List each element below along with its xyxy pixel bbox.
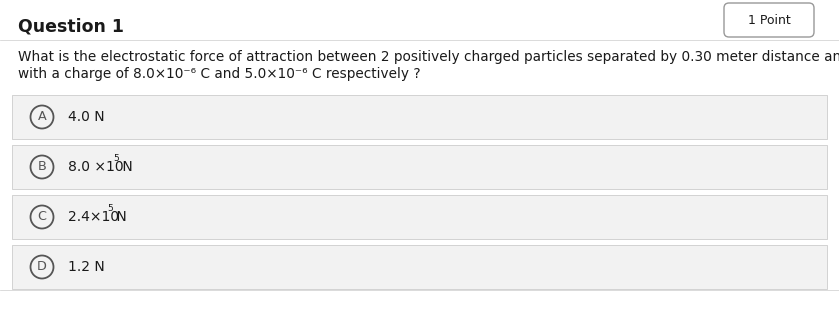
Text: What is the electrostatic force of attraction between 2 positively charged parti: What is the electrostatic force of attra… xyxy=(18,50,839,64)
Text: 1 Point: 1 Point xyxy=(748,13,790,26)
Text: 1.2 N: 1.2 N xyxy=(68,260,105,274)
Text: N: N xyxy=(118,160,133,174)
Text: B: B xyxy=(38,161,46,173)
FancyBboxPatch shape xyxy=(12,245,827,289)
Text: 8.0 ×10: 8.0 ×10 xyxy=(68,160,123,174)
Text: D: D xyxy=(37,261,47,274)
Text: A: A xyxy=(38,111,46,124)
Text: 2.4×10: 2.4×10 xyxy=(68,210,119,224)
Text: 5: 5 xyxy=(113,154,119,163)
FancyBboxPatch shape xyxy=(724,3,814,37)
Text: 5: 5 xyxy=(107,204,112,213)
FancyBboxPatch shape xyxy=(12,145,827,189)
Text: 4.0 N: 4.0 N xyxy=(68,110,105,124)
Text: Question 1: Question 1 xyxy=(18,18,124,36)
Text: C: C xyxy=(38,210,46,223)
Text: with a charge of 8.0×10⁻⁶ C and 5.0×10⁻⁶ C respectively ?: with a charge of 8.0×10⁻⁶ C and 5.0×10⁻⁶… xyxy=(18,67,420,81)
FancyBboxPatch shape xyxy=(12,95,827,139)
FancyBboxPatch shape xyxy=(12,195,827,239)
Text: N: N xyxy=(112,210,126,224)
